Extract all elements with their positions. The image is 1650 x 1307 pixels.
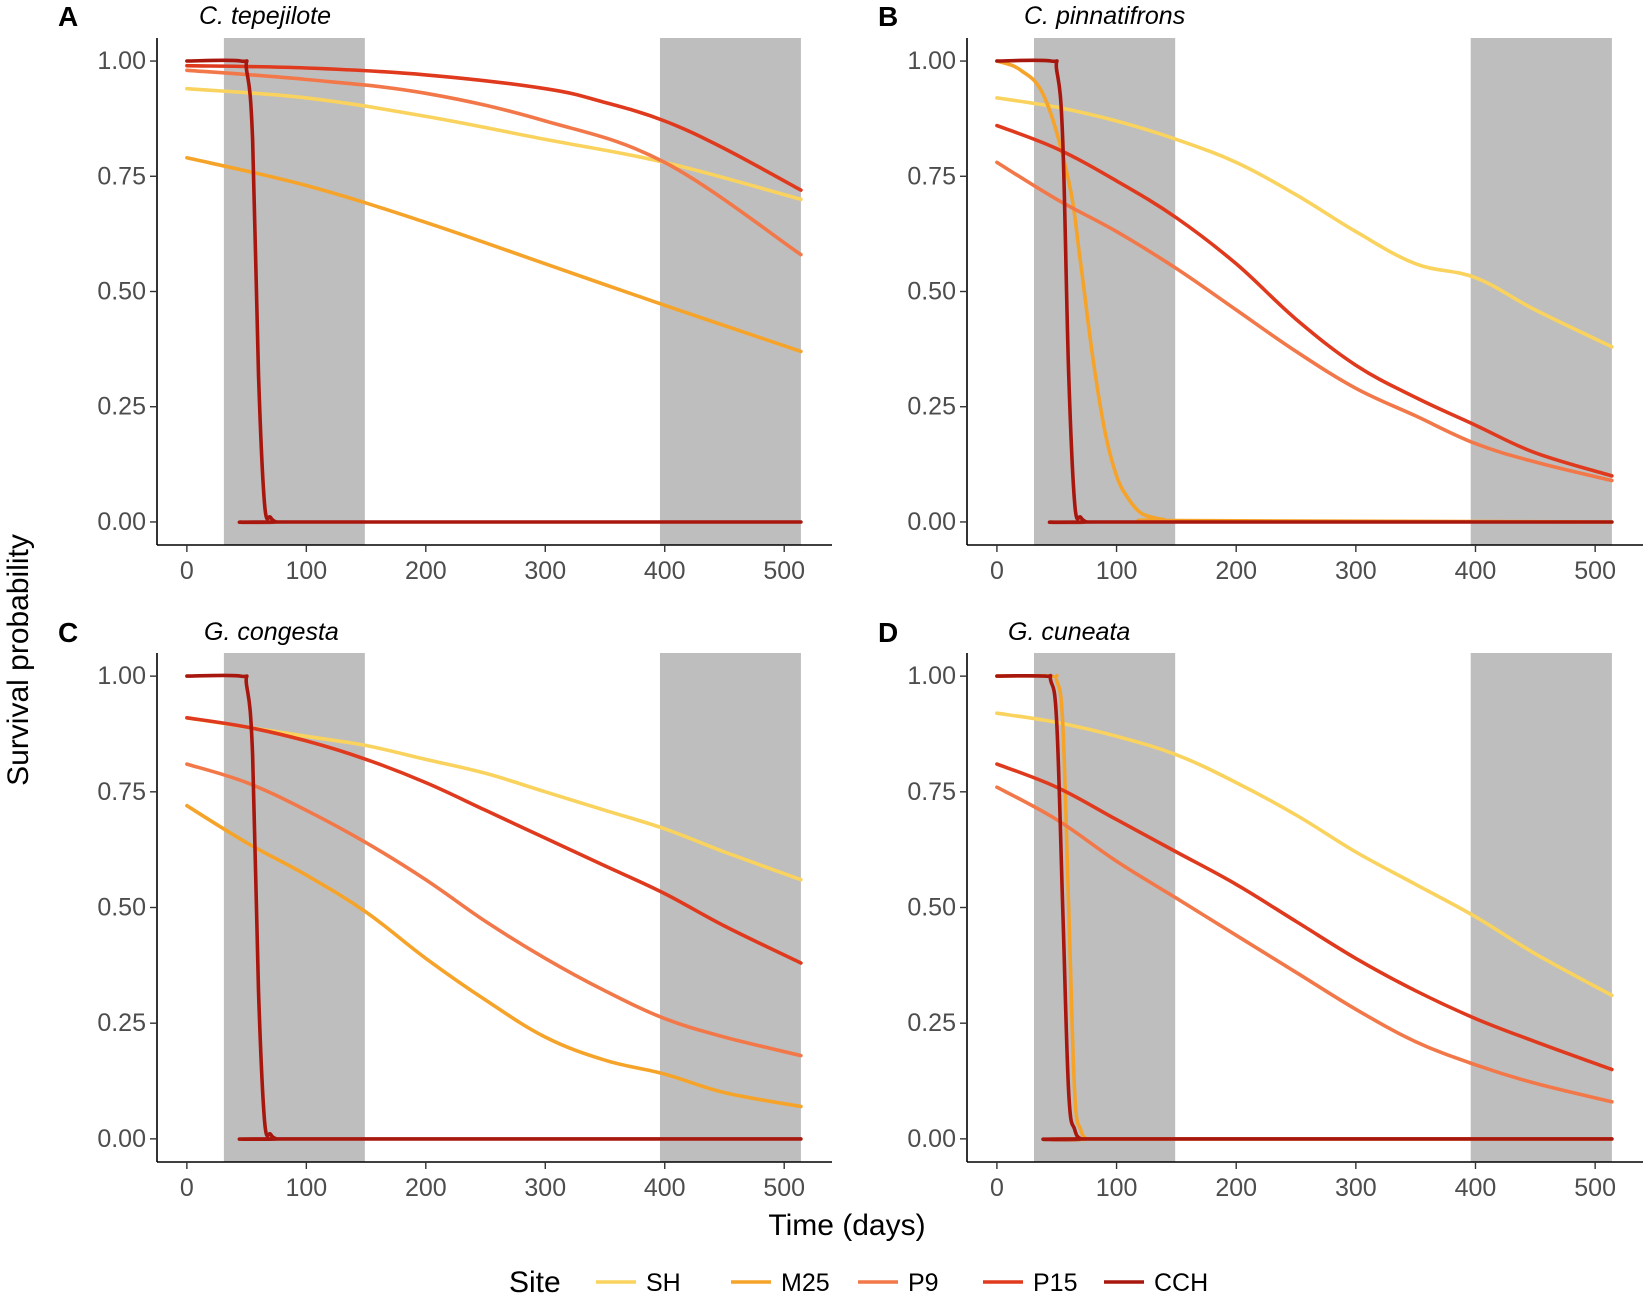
- y-tick-label: 0.75: [907, 162, 956, 190]
- x-tick-label: 400: [644, 557, 686, 585]
- series-line-p15: [185, 63, 803, 192]
- legend-label-cch: CCH: [1154, 1269, 1208, 1297]
- series-line-cch: [185, 673, 803, 1142]
- panel-title: G. cuneata: [1008, 618, 1130, 646]
- series-line-p15: [995, 762, 1614, 1072]
- shaded-interval: [659, 38, 801, 545]
- series-line-cch: [995, 673, 1614, 1142]
- y-tick-label: 0.00: [907, 508, 956, 536]
- shaded-interval: [223, 653, 365, 1162]
- x-tick-label: 0: [180, 557, 194, 585]
- y-tick-label: 1.00: [97, 47, 146, 75]
- panel-title: G. congesta: [204, 618, 339, 646]
- x-tick-label: 300: [524, 1174, 566, 1202]
- series-line-m25: [185, 803, 803, 1109]
- y-tick-label: 0.50: [97, 894, 146, 922]
- series-line-p9: [995, 160, 1614, 483]
- y-tick-label: 0.75: [97, 162, 146, 190]
- legend-title: Site: [509, 1266, 561, 1299]
- y-tick-label: 1.00: [907, 47, 956, 75]
- y-tick-label: 0.50: [907, 278, 956, 306]
- x-tick-label: 0: [990, 1174, 1004, 1202]
- series-line-sh: [995, 711, 1614, 998]
- shaded-interval: [1034, 38, 1176, 545]
- panel-letter: C: [58, 617, 78, 648]
- x-tick-label: 100: [285, 1174, 327, 1202]
- series-line-cch: [185, 58, 803, 525]
- shaded-interval: [223, 38, 365, 545]
- x-tick-label: 0: [180, 1174, 194, 1202]
- y-axis-title: Survival probability: [2, 534, 35, 786]
- legend-label-sh: SH: [646, 1269, 681, 1297]
- series-line-m25: [185, 156, 803, 354]
- y-tick-label: 1.00: [907, 662, 956, 690]
- shaded-interval: [1034, 653, 1176, 1162]
- x-tick-label: 0: [990, 557, 1004, 585]
- x-tick-label: 300: [524, 557, 566, 585]
- x-tick-label: 400: [1455, 557, 1497, 585]
- y-tick-label: 0.00: [97, 1125, 146, 1153]
- x-tick-label: 500: [1574, 557, 1616, 585]
- panel-title: C. tepejilote: [199, 2, 331, 30]
- legend-label-p15: P15: [1033, 1269, 1077, 1297]
- y-tick-label: 0.25: [907, 393, 956, 421]
- series-line-sh: [185, 86, 803, 202]
- x-tick-label: 500: [763, 557, 805, 585]
- legend: Site SH M25 P9 P15 CCH: [509, 1266, 1208, 1299]
- x-tick-label: 200: [1215, 1174, 1257, 1202]
- x-tick-label: 500: [1574, 1174, 1616, 1202]
- x-tick-label: 500: [763, 1174, 805, 1202]
- x-tick-label: 200: [405, 1174, 447, 1202]
- x-tick-label: 400: [1455, 1174, 1497, 1202]
- series-line-p9: [995, 785, 1614, 1104]
- series-line-p15: [185, 716, 803, 965]
- shaded-interval: [659, 653, 801, 1162]
- panel-D: 0.00 0.25 0.50 0.75 1.00 0 100 200 300 400 500 D G. …: [878, 617, 1643, 1202]
- panel-A: 0.00 0.25 0.50 0.75 1.00 0 100 200 300 400 500 A C. …: [58, 1, 832, 585]
- y-tick-label: 0.75: [907, 778, 956, 806]
- series-line-p9: [185, 762, 803, 1058]
- panel-letter: A: [58, 1, 78, 32]
- series-line-cch: [995, 58, 1614, 525]
- x-tick-label: 300: [1335, 1174, 1377, 1202]
- series-line-sh: [995, 96, 1614, 349]
- panel-B: 0.00 0.25 0.50 0.75 1.00 0 100 200 300 400 500 B C. …: [878, 1, 1643, 585]
- panels-group: 0.00 0.25 0.50 0.75 1.00 0 100 200 300 400 500 A C. …: [58, 1, 1643, 1202]
- y-tick-label: 0.50: [907, 894, 956, 922]
- y-tick-label: 0.25: [907, 1009, 956, 1037]
- panel-title: C. pinnatifrons: [1024, 2, 1185, 30]
- x-tick-label: 300: [1335, 557, 1377, 585]
- series-line-sh: [185, 716, 803, 882]
- y-tick-label: 0.25: [97, 393, 146, 421]
- x-axis-title: Time (days): [768, 1209, 925, 1242]
- legend-label-p9: P9: [908, 1269, 939, 1297]
- series-line-p15: [995, 123, 1614, 478]
- y-tick-label: 0.00: [97, 508, 146, 536]
- panel-letter: D: [878, 617, 898, 648]
- shaded-interval: [1470, 653, 1612, 1162]
- x-tick-label: 100: [1096, 1174, 1138, 1202]
- x-tick-label: 100: [285, 557, 327, 585]
- panel-letter: B: [878, 1, 898, 32]
- legend-label-m25: M25: [781, 1269, 830, 1297]
- y-tick-label: 0.75: [97, 778, 146, 806]
- shaded-interval: [1470, 38, 1612, 545]
- series-line-p9: [185, 68, 803, 257]
- x-tick-label: 200: [405, 557, 447, 585]
- panel-C: 0.00 0.25 0.50 0.75 1.00 0 100 200 300 400 500 C G. …: [58, 617, 832, 1202]
- y-tick-label: 0.25: [97, 1009, 146, 1037]
- x-tick-label: 400: [644, 1174, 686, 1202]
- x-tick-label: 100: [1096, 557, 1138, 585]
- y-tick-label: 0.50: [97, 278, 146, 306]
- x-tick-label: 200: [1215, 557, 1257, 585]
- y-tick-label: 1.00: [97, 662, 146, 690]
- y-tick-label: 0.00: [907, 1125, 956, 1153]
